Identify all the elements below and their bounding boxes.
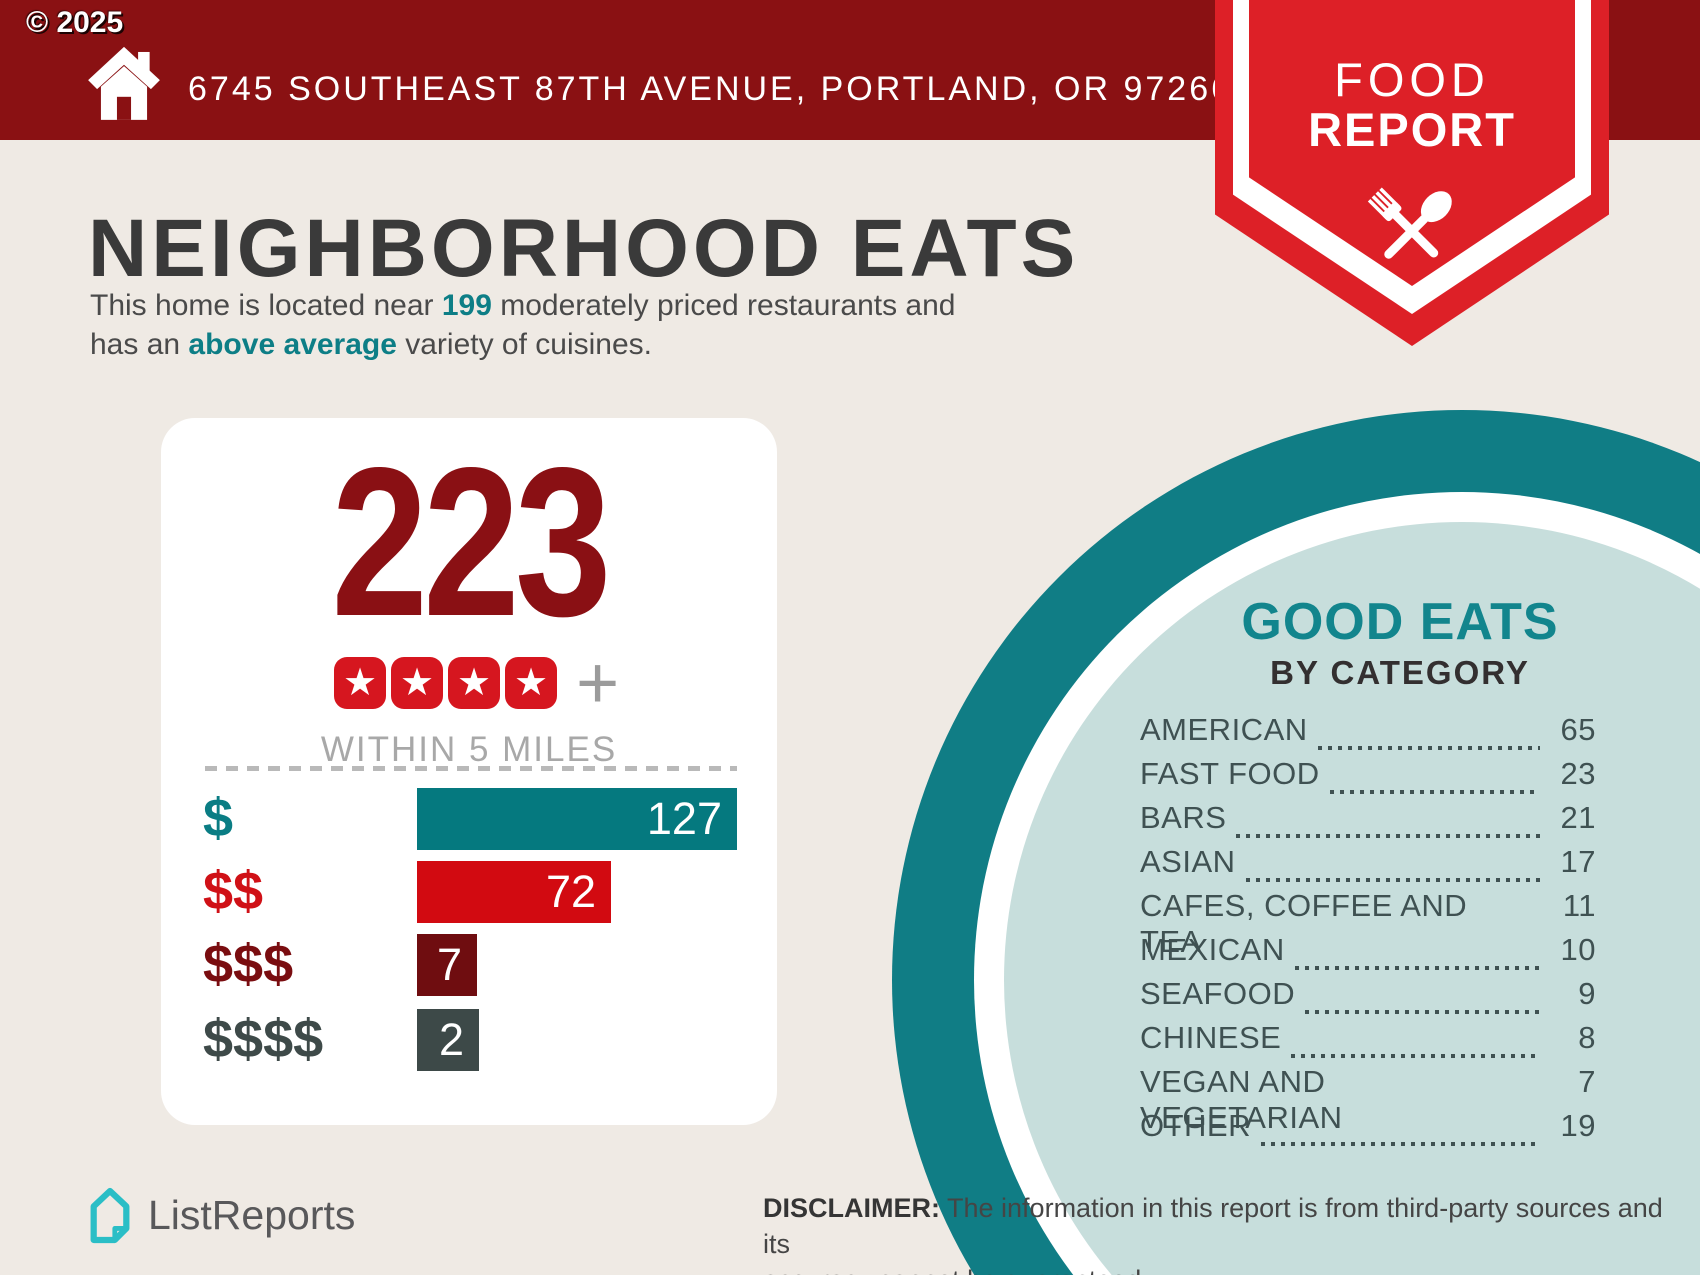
price-bar-row: $$$ 7 xyxy=(161,934,777,996)
category-row: MEXICAN 10 xyxy=(1140,932,1596,976)
within-miles-caption: WITHIN 5 MILES xyxy=(320,730,618,769)
category-row: CHINESE 8 xyxy=(1140,1020,1596,1064)
star-icon: ★ xyxy=(391,657,443,709)
good-eats-subtitle: BY CATEGORY xyxy=(1270,654,1530,691)
category-row: AMERICAN 65 xyxy=(1140,712,1596,756)
category-label: OTHER xyxy=(1140,1108,1251,1143)
category-value: 11 xyxy=(1562,888,1596,923)
category-label: FAST FOOD xyxy=(1140,756,1320,791)
subtitle-seg1: This home is located near xyxy=(90,289,442,322)
category-label: SEAFOOD xyxy=(1140,976,1296,1011)
total-restaurants-count: 223 xyxy=(331,423,611,660)
price-tier-label: $$ xyxy=(203,861,264,921)
variety-highlight: above average xyxy=(188,328,397,361)
price-bar: 2 xyxy=(417,1009,479,1071)
price-bar-row: $ 127 xyxy=(161,788,777,850)
price-bar-row: $$ 72 xyxy=(161,861,777,923)
price-bar: 72 xyxy=(417,861,611,923)
dotted-leader xyxy=(1245,878,1540,882)
dotted-leader xyxy=(1291,1054,1540,1058)
category-row: SEAFOOD 9 xyxy=(1140,976,1596,1020)
property-address: 6745 SOUTHEAST 87TH AVENUE, PORTLAND, OR… xyxy=(188,70,1234,108)
star-icon: ★ xyxy=(334,657,386,709)
subtitle-seg3: has an xyxy=(90,328,189,361)
home-icon xyxy=(88,46,160,120)
category-value: 21 xyxy=(1560,800,1596,835)
price-bar: 127 xyxy=(417,788,737,850)
dotted-leader xyxy=(1261,1142,1540,1146)
dashed-divider xyxy=(205,766,737,771)
category-row: CAFES, COFFEE AND TEA 11 xyxy=(1140,888,1596,959)
category-value: 19 xyxy=(1560,1108,1596,1143)
good-eats-title: GOOD EATS xyxy=(1241,593,1559,651)
copyright-text: © 2025 xyxy=(26,6,124,39)
category-label: BARS xyxy=(1140,800,1227,835)
category-value: 17 xyxy=(1560,844,1596,879)
page-title: NEIGHBORHOOD EATS xyxy=(88,203,1080,294)
price-bar: 7 xyxy=(417,934,477,996)
category-label: CHINESE xyxy=(1140,1020,1282,1055)
listreports-logo: ListReports xyxy=(86,1184,355,1246)
dotted-leader xyxy=(1294,966,1540,970)
category-row: OTHER 19 xyxy=(1140,1108,1596,1152)
restaurant-count-highlight: 199 xyxy=(441,289,492,322)
price-tier-label: $$$ xyxy=(203,934,294,994)
price-bar-row: $$$$ 2 xyxy=(161,1009,777,1071)
price-tier-label: $$$$ xyxy=(203,1009,324,1069)
disclaimer-label: DISCLAIMER: xyxy=(763,1193,940,1223)
category-label: CAFES, COFFEE AND TEA xyxy=(1140,888,1468,959)
category-value: 8 xyxy=(1578,1020,1596,1055)
subtitle-seg2: moderately priced restaurants and xyxy=(491,289,956,322)
category-row: FAST FOOD 23 xyxy=(1140,756,1596,800)
spoon-fork-icon xyxy=(1367,187,1452,259)
disclaimer-text: DISCLAIMER: The information in this repo… xyxy=(763,1190,1663,1275)
category-label: MEXICAN xyxy=(1140,932,1285,967)
listreports-house-icon xyxy=(90,1187,130,1244)
category-value: 65 xyxy=(1560,712,1596,747)
category-row: VEGAN AND VEGETARIAN 7 xyxy=(1140,1064,1596,1135)
subtitle-seg4: variety of cuisines. xyxy=(396,328,652,361)
category-value: 10 xyxy=(1560,932,1596,967)
star-icon: ★ xyxy=(505,657,557,709)
category-label: AMERICAN xyxy=(1140,712,1308,747)
star-icon: ★ xyxy=(448,657,500,709)
category-value: 23 xyxy=(1560,756,1596,791)
dotted-leader xyxy=(1317,746,1540,750)
category-row: ASIAN 17 xyxy=(1140,844,1596,888)
category-label: ASIAN xyxy=(1140,844,1236,879)
page-subtitle: This home is located near 199 moderately… xyxy=(90,286,956,364)
category-value: 7 xyxy=(1578,1064,1596,1099)
badge-title-line2: REPORT xyxy=(1308,103,1516,156)
dotted-leader xyxy=(1236,834,1540,838)
price-tier-label: $ xyxy=(203,788,234,848)
disclaimer-line2: accuracy cannot be guaranteed. xyxy=(763,1265,1149,1275)
category-value: 9 xyxy=(1578,976,1596,1011)
category-list: AMERICAN 65 FAST FOOD 23 BARS 21 ASIAN 17 CA… xyxy=(1140,712,1596,1152)
dotted-leader xyxy=(1329,790,1540,794)
disclaimer-line1: The information in this report is from t… xyxy=(763,1193,1663,1259)
listreports-wordmark: ListReports xyxy=(148,1191,356,1238)
badge-title-line1: FOOD xyxy=(1334,53,1490,106)
category-row: BARS 21 xyxy=(1140,800,1596,844)
dotted-leader xyxy=(1305,1010,1540,1014)
restaurant-summary-card: 223 ★ ★ ★ ★ + WITHIN 5 MILES $ 127 $$ 72… xyxy=(161,418,777,1125)
plus-icon: + xyxy=(576,641,620,724)
category-label: VEGAN AND VEGETARIAN xyxy=(1140,1064,1343,1135)
rating-stars: ★ ★ ★ ★ + xyxy=(334,641,620,724)
food-report-badge: FOOD REPORT xyxy=(1215,0,1609,346)
